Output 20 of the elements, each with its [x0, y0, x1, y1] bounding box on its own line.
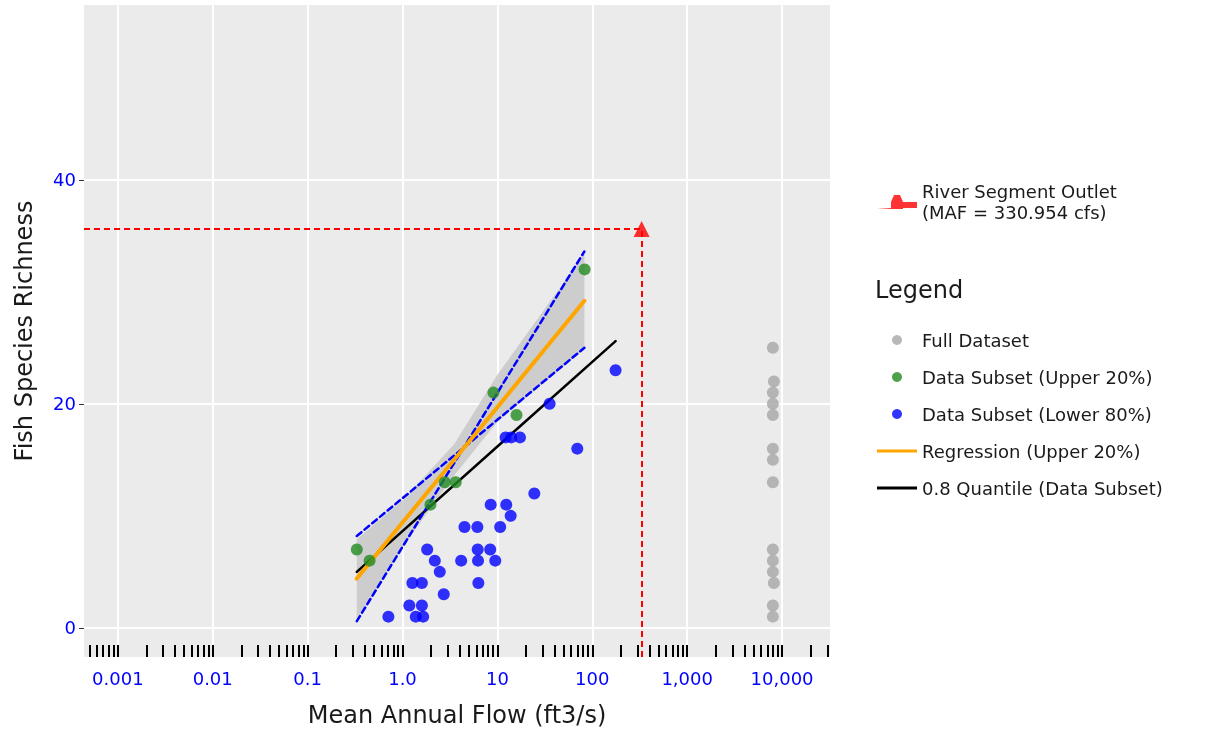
x-tick-label: 1,000 — [661, 667, 713, 689]
x-axis-title: Mean Annual Flow (ft3/s) — [307, 701, 607, 729]
x-tick-label: 10 — [485, 667, 509, 689]
y-tick-label: 20 — [53, 393, 76, 415]
legend-label: Full Dataset — [922, 329, 1029, 351]
x-tick-label: 0.1 — [293, 667, 322, 689]
x-tick-label: 10,000 — [750, 667, 814, 689]
legend-label: Data Subset (Lower 80%) — [922, 403, 1152, 425]
x-tick-label: 0.01 — [192, 667, 233, 689]
x-tick-label: 1.0 — [388, 667, 417, 689]
y-tick-label: 40 — [53, 169, 76, 191]
legend-label: 0.8 Quantile (Data Subset) — [922, 477, 1163, 499]
legend-label: Regression (Upper 20%) — [922, 440, 1141, 462]
y-axis-title: Fish Species Richness — [10, 200, 38, 462]
x-tick-label: 0.001 — [92, 667, 144, 689]
legend-label: Data Subset (Upper 20%) — [922, 366, 1153, 388]
x-tick-label: 100 — [575, 667, 610, 689]
legend-label: River Segment Outlet (MAF = 330.954 cfs) — [922, 181, 1117, 223]
y-tick-label: 0 — [64, 617, 76, 639]
legend-title: Legend — [875, 276, 964, 304]
